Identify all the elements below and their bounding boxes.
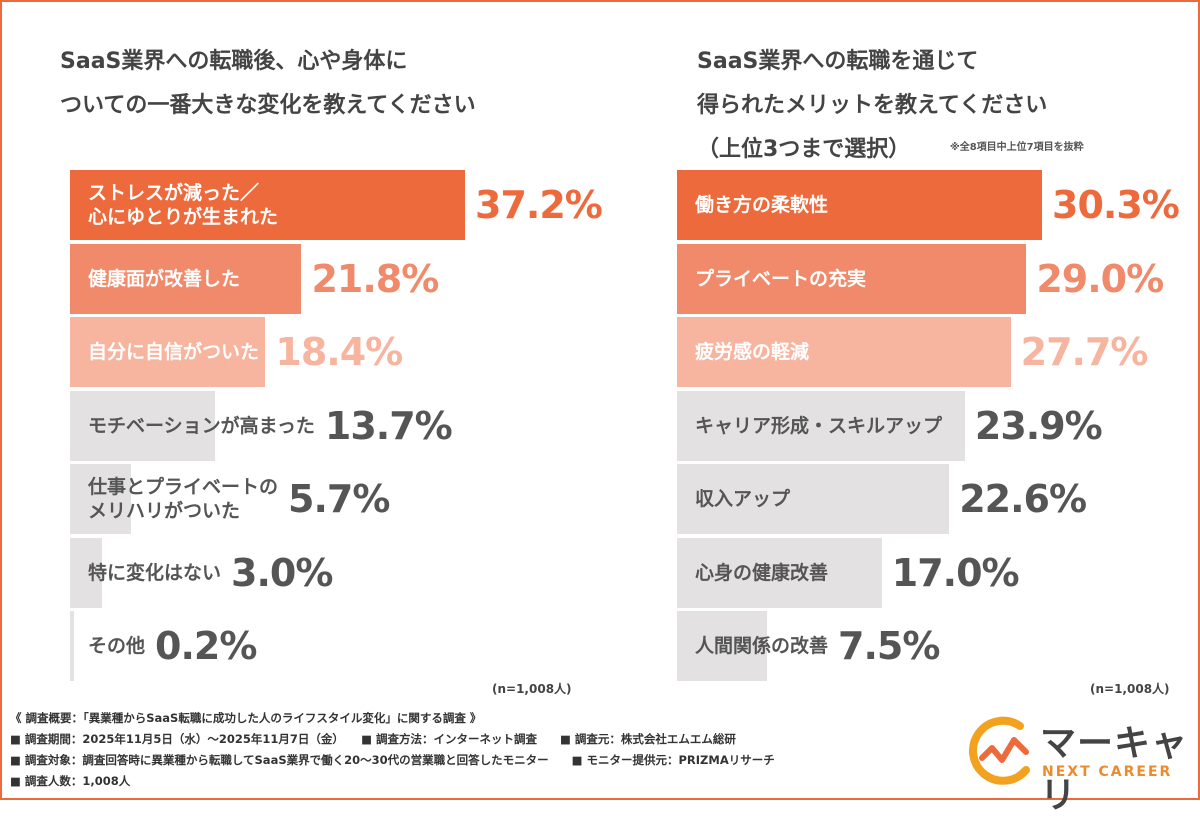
brand-logo: マーキャリ NEXT CAREER — [968, 712, 1188, 816]
left-chart-bar — [70, 537, 102, 608]
right-chart-bar — [677, 170, 1042, 240]
right-chart-value-label: 29.0% — [1036, 256, 1164, 301]
right-chart-value-label: 22.6% — [959, 477, 1087, 521]
right-chart-value-label: 17.0% — [891, 550, 1020, 595]
right-chart-value-label: 23.9% — [974, 403, 1103, 448]
right-chart-bar — [677, 537, 882, 608]
left-sample-size: (n=1,008人) — [492, 682, 572, 696]
right-chart-bar-label: 収入アップ — [695, 488, 791, 510]
left-chart-value-label: 18.4% — [275, 330, 403, 374]
left-chart-bar — [70, 243, 302, 314]
brand-subtitle: NEXT CAREER — [1042, 764, 1173, 780]
left-chart-value-label: 3.0% — [231, 550, 333, 595]
left-chart-value-label: 0.2% — [155, 624, 257, 668]
right-chart-note: ※全8項目中上位7項目を抜粋 — [950, 142, 1084, 153]
footer-line: 《 調査概要：「異業種からSaaS転職に成功した人のライフスタイル変化」に関する… — [10, 711, 482, 725]
right-chart-title: SaaS業界への転職を通じて 得られたメリットを教えてください （上位3つまで選… — [697, 49, 1048, 162]
right-chart-value-label: 30.3% — [1052, 183, 1180, 227]
brand-name: マーキャリ — [1040, 723, 1189, 816]
right-chart-bar — [677, 611, 768, 681]
left-chart-bar — [70, 464, 131, 534]
right-bar-chart: 働き方の柔軟性 30.3% プライベートの充実 29.0% 疲労感の軽減 27.7% キャリ… — [677, 170, 1187, 690]
left-chart-bar-label: その他 — [88, 635, 146, 657]
right-chart-bar — [677, 390, 965, 461]
left-chart-bar — [70, 170, 465, 240]
brand-mark-icon — [969, 716, 1030, 785]
right-chart-bar-label: 働き方の柔軟性 — [695, 194, 829, 216]
right-chart-bar — [677, 464, 950, 534]
right-chart-value-label: 7.5% — [838, 624, 940, 668]
footer-line: ■ 調査対象：調査回答時に異業種から転職してSaaS業界で働く20～30代の営業… — [10, 753, 775, 767]
left-bar-chart: ストレスが減った／ 心にゆとりが生まれた 37.2% 健康面が改善した 21.8% 自分… — [70, 170, 630, 690]
left-chart-bar — [70, 390, 216, 461]
left-chart-value-label: 21.8% — [311, 256, 439, 301]
left-chart-value-label: 37.2% — [475, 183, 603, 227]
right-chart-bar-label: 疲労感の軽減 — [695, 341, 810, 363]
right-sample-size: (n=1,008人) — [1090, 682, 1170, 696]
left-chart-title: SaaS業界への転職後、心や身体に ついての一番大きな変化を教えてください — [60, 49, 476, 118]
left-chart-bar — [70, 611, 74, 681]
right-chart-bar-label: 人間関係の改善 — [695, 635, 829, 657]
right-chart-value-label: 27.7% — [1020, 330, 1149, 374]
right-chart-bar-label: キャリア形成・スキルアップ — [695, 414, 943, 437]
left-chart-bar-label: 自分に自信がついた — [88, 341, 260, 363]
right-chart-bar-label: プライベートの充実 — [695, 267, 867, 290]
footer-line: ■ 調査人数：1,008人 — [10, 774, 131, 788]
left-chart-bar-label: 特に変化はない — [88, 561, 222, 584]
survey-footer: 《 調査概要：「異業種からSaaS転職に成功した人のライフスタイル変化」に関する… — [10, 708, 775, 792]
right-chart-bar-label: 心身の健康改善 — [695, 561, 829, 584]
left-chart-bar-label: 仕事とプライベートの メリハリがついた — [88, 476, 279, 522]
left-chart-value-label: 13.7% — [324, 403, 453, 448]
footer-line: ■ 調査期間：2025年11月5日（水）～2025年11月7日（金） ■ 調査方… — [10, 732, 736, 746]
right-chart-bar — [677, 243, 1027, 314]
border-frame — [0, 0, 1200, 800]
left-chart-bar-label: 健康面が改善した — [88, 267, 241, 290]
left-chart-value-label: 5.7% — [288, 477, 390, 521]
right-chart-bar — [677, 317, 1011, 387]
left-chart-bar-label: モチベーションが高まった — [88, 414, 315, 437]
left-chart-bar-label: ストレスが減った／ 心にゆとりが生まれた — [88, 182, 279, 228]
left-chart-bar — [70, 317, 266, 387]
